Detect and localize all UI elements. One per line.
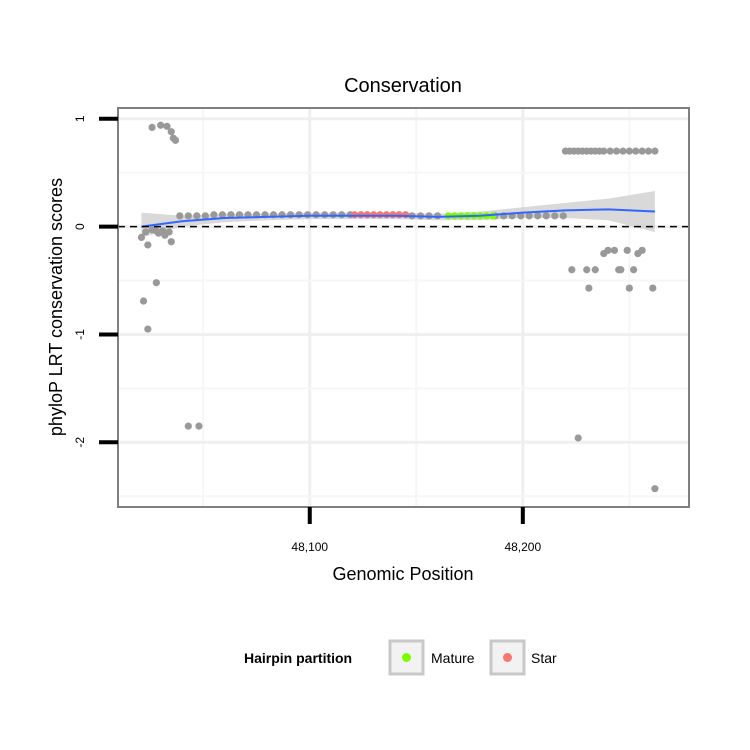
x-axis-label: Genomic Position: [332, 564, 473, 584]
data-point: [165, 228, 173, 236]
y-tick-label: -2: [73, 437, 87, 448]
y-axis: 1 0 -1 -2: [73, 115, 118, 448]
data-point: [167, 238, 175, 246]
plot-panel: [117, 107, 690, 508]
data-point: [184, 422, 192, 430]
data-point: [139, 297, 148, 305]
data-point: [612, 147, 621, 155]
data-point: [167, 128, 175, 136]
y-tick-label: 0: [73, 223, 87, 230]
data-point: [617, 266, 625, 274]
data-point: [148, 123, 156, 132]
chart-title: Conservation: [344, 75, 462, 97]
smooth-layer: [141, 208, 655, 228]
data-point: [542, 212, 550, 220]
data-point: [610, 246, 619, 254]
data-point: [551, 212, 559, 220]
data-point: [184, 212, 192, 220]
x-axis: 48,100 48,200: [291, 507, 541, 554]
data-point: [630, 266, 638, 274]
data-point: [193, 212, 201, 220]
data-point: [585, 284, 593, 292]
data-point: [638, 147, 646, 155]
data-point: [534, 212, 542, 220]
data-point: [568, 266, 576, 274]
data-point: [201, 212, 209, 220]
data-point: [176, 212, 184, 220]
data-point: [619, 147, 627, 155]
data-point: [591, 266, 599, 274]
data-point: [304, 211, 312, 219]
data-point: [649, 284, 657, 292]
legend-marker-star: [503, 653, 512, 662]
y-tick-label: 1: [73, 115, 87, 122]
data-point: [227, 211, 235, 219]
data-point: [163, 122, 171, 130]
plot-background: [118, 108, 689, 507]
data-point: [142, 228, 150, 236]
legend-item-star: Star: [489, 639, 557, 676]
data-point: [152, 279, 160, 287]
legend-label-mature: Mature: [431, 650, 475, 666]
data-point: [144, 241, 152, 249]
data-point: [137, 233, 146, 242]
data-point: [171, 136, 180, 144]
legend-label-star: Star: [531, 650, 557, 666]
x-tick-label: 48,100: [291, 540, 328, 554]
data-point: [604, 246, 612, 254]
data-point: [312, 211, 320, 219]
data-point-star: [382, 211, 391, 219]
data-point: [600, 147, 608, 155]
data-point-star: [357, 211, 365, 219]
data-point: [606, 147, 614, 155]
x-tick-label: 48,200: [504, 540, 541, 554]
data-point: [651, 485, 659, 493]
panel-border: [117, 107, 690, 508]
smooth-line: [141, 208, 655, 228]
data-point: [144, 325, 152, 333]
data-point: [574, 434, 582, 442]
data-point: [625, 147, 633, 155]
legend-title: Hairpin partition: [244, 650, 352, 666]
data-point: [638, 246, 646, 254]
data-point-star: [402, 211, 410, 219]
data-point: [559, 212, 567, 220]
data-point: [651, 147, 659, 155]
data-point: [338, 211, 346, 219]
legend-marker-mature: [402, 653, 411, 662]
data-point: [583, 266, 591, 274]
data-point: [210, 211, 218, 219]
data-point: [321, 211, 329, 219]
data-point: [517, 212, 525, 220]
legend-item-mature: Mature: [388, 639, 475, 676]
data-point: [195, 422, 203, 430]
grid: [118, 108, 689, 507]
data-point: [623, 246, 631, 254]
y-tick-label: -1: [73, 329, 87, 340]
data-point: [644, 147, 653, 155]
y-axis-label: phyloP LRT conservation scores: [46, 178, 66, 436]
data-point: [625, 284, 633, 292]
data-point: [632, 147, 640, 155]
data-point-star: [370, 211, 378, 219]
legend: Hairpin partition Mature Star: [244, 639, 557, 676]
data-point: [218, 211, 226, 219]
data-point-star: [395, 211, 403, 219]
data-point: [157, 121, 165, 129]
data-point: [295, 211, 303, 219]
data-point-star: [350, 211, 359, 219]
data-point: [329, 211, 337, 219]
data-point-star: [389, 211, 397, 219]
data-point: [235, 211, 244, 219]
data-point-star: [376, 211, 384, 219]
data-point-star: [363, 211, 371, 219]
data-point: [525, 212, 533, 220]
